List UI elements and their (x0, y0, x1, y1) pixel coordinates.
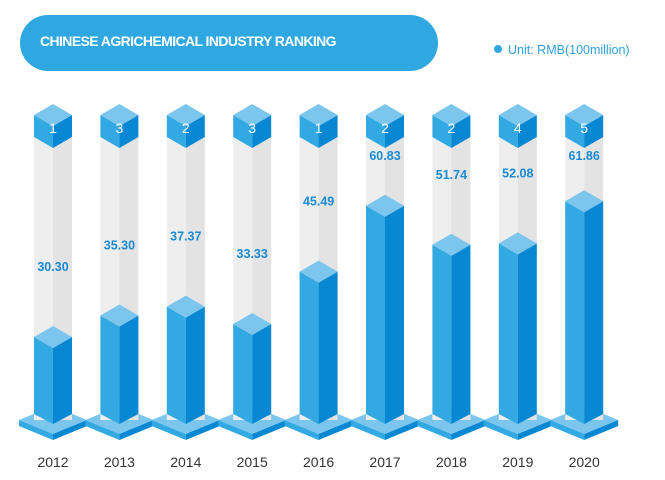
base-plate-right (451, 420, 486, 440)
rank-cube-right (252, 115, 272, 148)
x-tick-label: 2012 (37, 454, 68, 470)
base-plate-right (517, 420, 552, 440)
rank-label: 3 (116, 120, 124, 136)
rank-cube-top (34, 104, 72, 126)
bar-group-2013: 3 35.30 2013 (85, 104, 154, 470)
rank-cube-top (100, 104, 139, 126)
rank-label: 1 (49, 120, 57, 136)
value-label: 52.08 (502, 166, 533, 180)
bar (318, 271, 338, 424)
bar-group-2017: 2 60.83 2017 (351, 104, 419, 470)
bar-group-2014: 2 37.37 2014 (151, 104, 220, 470)
base-plate-left (218, 420, 253, 440)
value-label: 61.86 (569, 149, 600, 163)
bar-left-face (498, 243, 518, 424)
rank-cube-top (366, 104, 404, 126)
x-tick-label: 2017 (369, 454, 400, 470)
bar (119, 315, 139, 424)
rank-cube-top (432, 104, 471, 126)
bar-group-2016: 1 45.49 2016 (284, 104, 353, 470)
chart-title: CHINESE AGRICHEMICAL INDUSTRY RANKING (40, 33, 337, 49)
bar-left-face (233, 323, 253, 424)
bar-left-face (366, 205, 385, 424)
rank-cube-top (233, 104, 272, 126)
value-label: 30.30 (37, 260, 68, 274)
bar-top-face (432, 233, 471, 256)
x-tick-label: 2013 (104, 454, 135, 470)
base-plate-left (351, 420, 385, 440)
bar-top-face (100, 304, 139, 327)
bar-left-face (432, 244, 452, 424)
rank-cube-right (119, 115, 139, 148)
x-tick-label: 2020 (569, 454, 600, 470)
unit-legend: Unit: RMB(100million) (494, 43, 630, 57)
rank-label: 5 (580, 120, 588, 136)
rank-cube-top (565, 104, 604, 126)
base-plate-left (483, 420, 518, 440)
base-plate-left (85, 420, 120, 440)
bar-top-face (233, 312, 272, 335)
x-tick-label: 2019 (502, 454, 533, 470)
bar-top-face (34, 326, 72, 348)
value-label: 51.74 (436, 168, 467, 182)
bar-left-face (299, 271, 319, 424)
base-plate-right (185, 420, 220, 440)
base-plate-right (318, 420, 353, 440)
bar-left-face (100, 315, 120, 424)
x-tick-label: 2018 (436, 454, 467, 470)
rank-label: 2 (182, 120, 190, 136)
value-label: 60.83 (369, 149, 400, 163)
bar-group-2020: 5 61.86 2020 (550, 104, 619, 470)
bar-group-2019: 4 52.08 2019 (483, 104, 552, 470)
legend-dot-icon (494, 45, 502, 53)
value-label: 45.49 (303, 195, 334, 209)
base-plate-left (550, 420, 585, 440)
bar-group-2018: 2 51.74 2018 (417, 104, 486, 470)
base-plate-left (417, 420, 452, 440)
base-plate-left (284, 420, 319, 440)
value-label: 35.30 (104, 239, 135, 253)
bar (252, 323, 272, 424)
x-tick-label: 2016 (303, 454, 334, 470)
value-label: 37.37 (170, 230, 201, 244)
bar-top-face (498, 232, 537, 255)
bar (385, 205, 404, 424)
rank-cube-top (299, 104, 338, 126)
x-tick-label: 2015 (237, 454, 268, 470)
base-plate-right (252, 420, 287, 440)
bar-top-face (366, 194, 404, 217)
x-tick-label: 2014 (170, 454, 201, 470)
rank-label: 2 (381, 120, 389, 136)
bar-left-face (166, 306, 186, 424)
bar-top-face (565, 190, 604, 213)
base-plate-right (119, 420, 154, 440)
base-plate-left (19, 420, 53, 440)
bar (53, 337, 72, 424)
rank-cube-top (166, 104, 205, 126)
title-banner (20, 15, 438, 71)
base-plate-right (584, 420, 619, 440)
unit-label: Unit: RMB(100million) (508, 43, 630, 57)
bar-group-2015: 3 33.33 2015 (218, 104, 287, 470)
rank-cube-top (498, 104, 537, 126)
bar (185, 306, 205, 424)
rank-label: 2 (448, 120, 456, 136)
rank-label: 3 (248, 120, 256, 136)
bar (584, 201, 604, 424)
base-plate-right (385, 420, 419, 440)
bar (517, 243, 537, 424)
bar-left-face (565, 201, 585, 424)
rank-label: 1 (315, 120, 323, 136)
bar (451, 244, 471, 424)
value-label: 33.33 (237, 247, 268, 261)
bar-left-face (34, 337, 53, 424)
base-plate-left (151, 420, 186, 440)
bar-top-face (299, 260, 338, 283)
bar-top-face (166, 295, 205, 318)
base-plate-right (53, 420, 87, 440)
rank-label: 4 (514, 120, 522, 136)
bar-group-2012: 1 30.30 2012 (19, 104, 87, 470)
